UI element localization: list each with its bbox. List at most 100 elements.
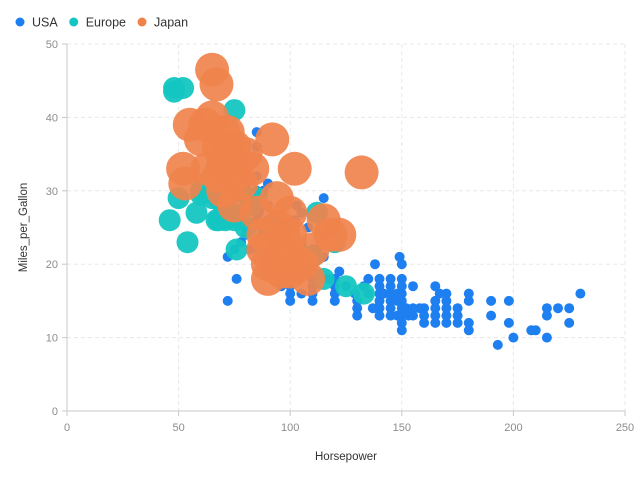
data-point	[158, 209, 181, 232]
data-point	[441, 317, 452, 328]
data-point	[352, 310, 363, 321]
y-tick-label: 50	[46, 39, 58, 51]
data-point	[291, 261, 326, 296]
data-point	[503, 317, 514, 328]
data-point	[430, 303, 441, 314]
data-point	[452, 303, 463, 314]
x-tick-label: 150	[393, 422, 411, 434]
data-point	[385, 273, 396, 284]
data-point	[352, 282, 375, 305]
axes: 0 50 100 150 200 250 0 10 20 30 40 50	[46, 39, 634, 434]
data-point	[564, 317, 575, 328]
data-points	[158, 52, 586, 350]
y-tick-label: 30	[46, 186, 58, 198]
data-point	[255, 122, 290, 157]
data-point	[374, 273, 385, 284]
data-point	[335, 275, 357, 298]
data-point	[541, 310, 552, 321]
data-point	[463, 295, 474, 306]
data-point	[463, 317, 474, 328]
data-point	[419, 303, 430, 314]
data-point	[344, 155, 379, 190]
data-point	[541, 332, 552, 343]
x-tick-label: 0	[64, 422, 70, 434]
data-point	[408, 303, 418, 314]
data-point	[172, 77, 195, 99]
data-point	[575, 288, 586, 299]
x-tick-label: 250	[616, 422, 634, 434]
data-point	[396, 273, 407, 284]
data-point	[352, 303, 363, 314]
data-point	[430, 317, 441, 328]
legend-label: Europe	[86, 16, 126, 30]
legend: USA Europe Japan	[15, 16, 189, 30]
data-point	[441, 310, 452, 321]
x-tick-label: 100	[281, 422, 299, 434]
legend-swatch	[69, 17, 79, 27]
data-point	[277, 151, 312, 186]
x-tick-label: 200	[504, 422, 522, 434]
y-tick-label: 10	[46, 333, 58, 345]
data-point	[329, 295, 340, 306]
data-point	[463, 325, 474, 336]
data-point	[334, 266, 345, 277]
legend-swatch	[137, 17, 147, 27]
data-point	[430, 310, 441, 321]
data-point	[564, 303, 575, 314]
data-point	[463, 288, 474, 299]
series-japan	[166, 52, 379, 296]
data-point	[285, 295, 296, 306]
data-point	[176, 231, 199, 254]
data-point	[408, 310, 418, 321]
data-point	[396, 317, 407, 328]
data-point	[541, 303, 552, 314]
legend-swatch	[15, 17, 25, 27]
data-point	[408, 281, 418, 292]
legend-label: USA	[32, 16, 58, 30]
y-tick-label: 40	[46, 112, 58, 124]
data-point	[372, 303, 383, 314]
data-point	[392, 310, 403, 321]
data-point	[318, 193, 329, 204]
data-point	[396, 325, 407, 336]
x-tick-label: 50	[172, 422, 184, 434]
data-point	[441, 295, 452, 306]
legend-item-europe[interactable]: Europe	[69, 16, 126, 30]
data-point	[396, 288, 407, 299]
data-point	[264, 254, 299, 289]
data-point	[530, 325, 541, 336]
data-point	[452, 317, 463, 328]
data-point	[231, 273, 242, 284]
data-point	[553, 303, 563, 314]
data-point	[385, 303, 396, 314]
data-point	[452, 310, 463, 321]
data-point	[419, 310, 430, 321]
data-point	[307, 295, 318, 306]
data-point	[396, 281, 407, 292]
data-point	[441, 288, 452, 299]
x-axis-title: Horsepower	[315, 451, 377, 463]
data-point	[374, 281, 385, 292]
legend-label: Japan	[154, 16, 188, 30]
data-point	[363, 273, 374, 284]
data-point	[503, 295, 514, 306]
data-point	[285, 288, 296, 299]
data-point	[385, 281, 396, 292]
y-axis-title: Miles_per_Gallon	[18, 183, 30, 273]
data-point	[396, 295, 407, 306]
data-point	[224, 166, 259, 201]
data-point	[199, 67, 234, 102]
legend-item-usa[interactable]: USA	[15, 16, 59, 30]
data-point	[225, 238, 248, 261]
y-tick-label: 0	[52, 406, 58, 418]
data-point	[430, 281, 441, 292]
data-point	[185, 201, 208, 224]
data-point	[419, 317, 430, 328]
legend-item-japan[interactable]: Japan	[137, 16, 189, 30]
data-point	[430, 295, 441, 306]
data-point	[441, 303, 452, 314]
data-point	[210, 115, 245, 150]
data-point	[508, 332, 519, 343]
